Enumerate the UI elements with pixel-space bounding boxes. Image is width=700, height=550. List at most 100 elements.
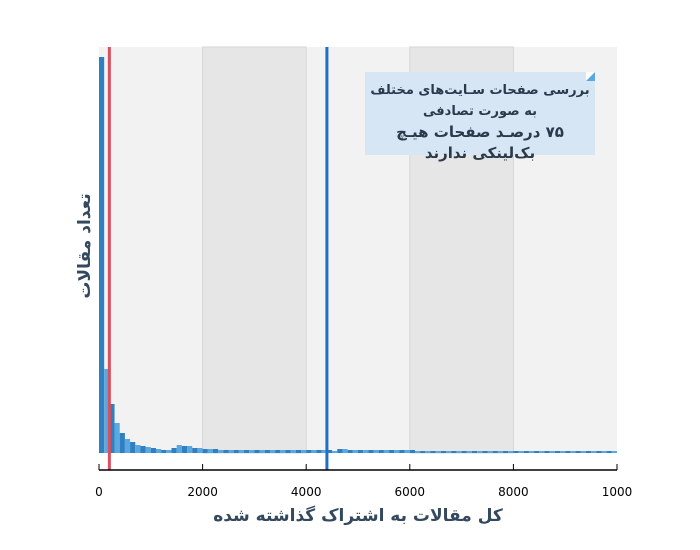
histogram-bar [181,446,188,453]
histogram-bar [363,450,369,453]
histogram-bar [497,451,504,453]
histogram-bar [461,451,467,453]
histogram-bar [534,451,540,453]
histogram-bar [114,423,120,453]
histogram-bar [295,450,302,453]
histogram-bar [482,451,488,453]
histogram-bar [383,450,390,453]
histogram-bar [606,451,612,453]
histogram-bar [155,449,162,453]
histogram-bar [187,446,193,453]
annotation-line-3: ۷۵ درصـد صفحات هیـچ بک‌لینکی ندارند [396,123,564,162]
histogram-bar [301,450,307,453]
histogram-bar [596,451,602,453]
histogram-bar [389,450,395,453]
histogram-bar [228,450,234,453]
histogram-bar [223,450,229,453]
histogram-bar [150,448,156,453]
histogram-bar [135,445,141,453]
histogram-bar [192,448,198,453]
histogram-bar [399,450,405,453]
histogram-bar [570,451,576,453]
x-tick-label: 0 [95,485,103,499]
histogram-bar [394,450,400,453]
histogram-bar [420,451,426,453]
histogram-bar [119,433,125,453]
histogram-bar [446,451,452,453]
histogram-bar [518,451,524,453]
histogram-bar [554,451,561,453]
x-tick-label: 4000 [291,485,322,499]
histogram-bar [332,451,338,453]
histogram-bar [347,450,353,453]
histogram-bar [580,451,586,453]
histogram-bar [342,449,348,453]
histogram-bar [130,442,136,453]
annotation-box: بررسی صفحات سـایت‌های مختلف به صورت تصاد… [365,72,595,162]
histogram-bar [337,449,343,453]
histogram-bar [508,451,514,453]
histogram-bar [456,451,462,453]
histogram-bar [306,450,312,453]
histogram-bar [477,451,483,453]
histogram-bar [269,450,276,453]
histogram-bar [565,451,571,453]
histogram-bar [585,451,592,453]
histogram-bar [487,451,493,453]
histogram-bar [409,450,415,453]
histogram-bar [311,450,317,453]
histogram-bar [414,451,421,453]
histogram-bar [528,451,535,453]
x-axis-label: کل مقالات به اشتراک گذاشته شده [213,506,503,526]
histogram-bar [99,57,105,453]
shaded-band [202,46,307,454]
histogram-bar [275,450,281,453]
histogram-bar [575,451,581,453]
histogram-bar [280,450,286,453]
histogram-bar [601,451,607,453]
histogram-bar [549,451,555,453]
histogram-bar [218,450,224,453]
histogram-bar [145,447,151,453]
histogram-bar [352,450,358,453]
histogram-bar [544,451,550,453]
histogram-bar [290,450,296,453]
histogram-bar [539,451,545,453]
histogram-bar [591,451,597,453]
histogram-bar [259,450,265,453]
histogram-bar [264,450,270,453]
histogram-bar [378,450,384,453]
histogram-bar [285,450,291,453]
histogram-bar [161,450,167,453]
histogram-bar [244,450,250,453]
histogram-bar [466,451,472,453]
histogram-bar [249,450,255,453]
histogram-bar [358,450,364,453]
annotation-line-2: به صورت تصادفی [423,104,537,119]
histogram-bar [523,451,529,453]
histogram-bar [176,445,182,453]
histogram-bar [373,450,379,453]
histogram-bar [440,451,447,453]
annotation-line-1: بررسی صفحات سـایت‌های مختلف [370,83,590,98]
histogram-bar [104,369,110,453]
histogram-bar [124,439,131,453]
histogram-bar [238,450,245,453]
histogram-bar [471,451,478,453]
histogram-bar [233,450,239,453]
histogram-bar [513,451,519,453]
histogram-bar [171,448,177,453]
histogram-bar [492,451,498,453]
histogram-bar [202,449,208,453]
x-tick-label: 2000 [187,485,218,499]
histogram-bar [611,451,617,453]
y-axis-label: تعداد مقالات [75,193,95,299]
histogram-bar [316,450,322,453]
histogram-bar [212,449,219,453]
histogram-bar [140,446,146,453]
histogram-bar [435,451,441,453]
histogram-bar [368,450,374,453]
x-tick-label: 1000 [602,485,633,499]
histogram-bar [503,451,509,453]
